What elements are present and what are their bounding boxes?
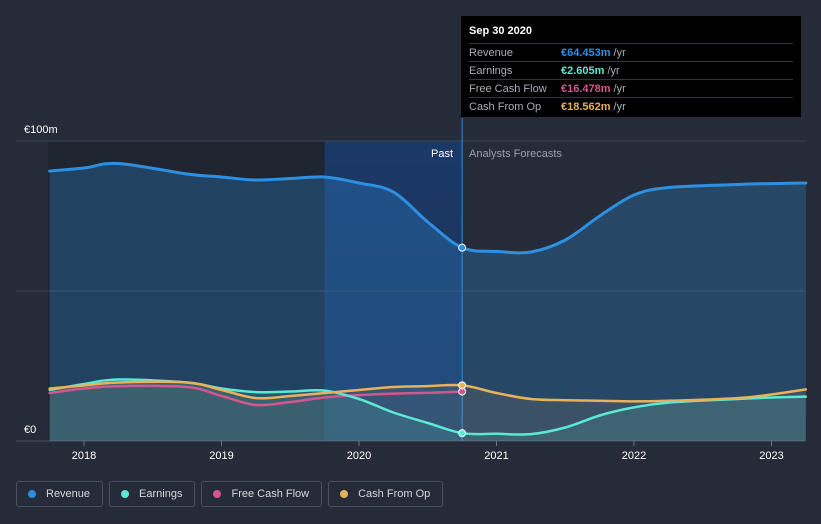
tooltip-unit: /yr [613, 100, 626, 113]
tooltip-label: Cash From Op [469, 100, 542, 113]
series-line-cfo [48, 380, 808, 403]
tooltip-value: €16.478m [561, 82, 611, 95]
series-line-fcf [48, 384, 464, 407]
tooltip-value: €64.453m [561, 46, 611, 59]
tooltip-label: Free Cash Flow [469, 82, 547, 95]
tooltip-unit: /yr [613, 46, 626, 59]
legend-dot-icon [213, 490, 222, 498]
tooltip-label: Revenue [469, 46, 514, 59]
marker-cfo [458, 381, 467, 390]
x-tick-label: 2019 [209, 450, 233, 462]
tooltip-row-fcf: Free Cash Flow €16.478m /yr [469, 79, 793, 97]
legend-dot-icon [340, 490, 349, 498]
y-label-bottom: €0 [24, 424, 36, 436]
tooltip-row-earnings: Earnings €2.605m /yr [469, 61, 793, 79]
legend-revenue[interactable]: Revenue [16, 481, 104, 507]
past-label: Past [431, 148, 453, 160]
tooltip-date: Sep 30 2020 [469, 25, 532, 37]
tooltip-unit: /yr [607, 64, 620, 77]
x-tick-label: 2023 [759, 450, 783, 462]
tooltip-row-revenue: Revenue €64.453m /yr [469, 43, 793, 61]
marker-earnings [458, 429, 467, 438]
legend-dot-icon [121, 490, 130, 498]
legend-label: Cash From Op [358, 488, 431, 500]
x-tick-label: 2022 [622, 450, 646, 462]
series-area-revenue [49, 163, 806, 441]
x-tick-label: 2018 [72, 450, 96, 462]
x-tick-label: 2020 [347, 450, 371, 462]
x-tick-label: 2021 [484, 450, 508, 462]
legend-label: Earnings [139, 488, 183, 500]
legend-earnings[interactable]: Earnings [109, 481, 196, 507]
tooltip: Sep 30 2020 Revenue €64.453m /yr Earning… [461, 16, 801, 117]
legend: Revenue Earnings Free Cash Flow Cash Fro… [16, 481, 444, 507]
tooltip-value: €2.605m [561, 64, 605, 77]
y-label-top: €100m [24, 124, 58, 136]
tooltip-unit: /yr [613, 82, 626, 95]
legend-label: Free Cash Flow [231, 488, 310, 500]
forecast-label: Analysts Forecasts [469, 148, 562, 160]
marker-revenue [458, 243, 467, 252]
legend-dot-icon [28, 490, 36, 498]
tooltip-value: €18.562m [561, 100, 611, 113]
tooltip-label: Earnings [469, 64, 513, 77]
legend-label: Revenue [46, 488, 91, 500]
legend-cash-from-op[interactable]: Cash From Op [328, 481, 444, 507]
legend-free-cash-flow[interactable]: Free Cash Flow [201, 481, 323, 507]
series-area-cfo [49, 381, 806, 441]
series-line-revenue [48, 161, 808, 255]
tooltip-row-cfo: Cash From Op €18.562m /yr [469, 97, 793, 115]
